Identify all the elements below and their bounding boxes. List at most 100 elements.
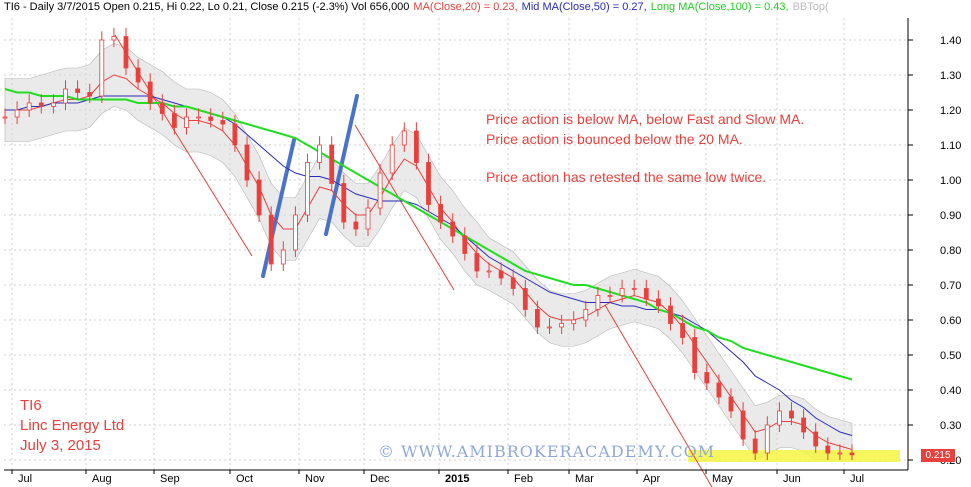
price-bar-body bbox=[813, 431, 819, 447]
stock-name: Linc Energy Ltd bbox=[20, 417, 125, 434]
bollinger-band bbox=[4, 43, 853, 461]
x-tick-label: Feb bbox=[514, 473, 533, 485]
y-tick-label: 0.80 bbox=[940, 245, 961, 257]
price-bar-body bbox=[38, 102, 44, 107]
y-tick-label: 1.20 bbox=[940, 105, 961, 117]
bbtop-legend: BBTop( bbox=[792, 1, 829, 13]
price-bar-body bbox=[474, 253, 480, 272]
price-bar-body bbox=[63, 88, 68, 104]
price-bar-body bbox=[704, 372, 710, 384]
price-bar-body bbox=[668, 305, 673, 324]
x-tick-label: Oct bbox=[236, 473, 253, 485]
stock-code: TI6 bbox=[20, 397, 42, 414]
price-bar-body bbox=[777, 410, 782, 426]
price-bar-body bbox=[716, 382, 722, 398]
price-bar-body bbox=[232, 123, 238, 146]
price-bar-body bbox=[220, 120, 226, 125]
price-bar-body bbox=[196, 116, 202, 119]
price-bar-body bbox=[764, 424, 770, 454]
price-bar-body bbox=[619, 288, 625, 296]
price-bar-body bbox=[607, 295, 613, 297]
price-bar-body bbox=[571, 319, 577, 324]
ma100-legend: Long MA(Close,100) = 0.43, bbox=[650, 1, 789, 13]
price-bar-body bbox=[486, 270, 492, 273]
x-tick-label: Jul bbox=[18, 473, 32, 485]
price-bar-body bbox=[329, 144, 335, 184]
price-bar-body bbox=[208, 116, 214, 121]
price-bar-body bbox=[522, 288, 528, 310]
uptrend-line-1 bbox=[261, 138, 296, 278]
price-bar-body bbox=[159, 102, 165, 114]
y-tick-label: 1.40 bbox=[940, 35, 961, 47]
price-bar-body bbox=[535, 309, 540, 328]
price-bar-body bbox=[789, 410, 794, 419]
price-bar-body bbox=[498, 270, 504, 279]
x-tick-label: Apr bbox=[643, 473, 660, 485]
band-area bbox=[4, 43, 853, 461]
x-tick-label: Jun bbox=[783, 473, 801, 485]
price-bar-body bbox=[26, 102, 32, 111]
x-axis: Jul Aug Sep Oct Nov Dec 2015 Feb Mar Apr May Jun Jul bbox=[4, 469, 908, 485]
price-bar-body bbox=[450, 221, 456, 237]
y-tick-label: 1.00 bbox=[940, 175, 961, 187]
price-bar-body bbox=[728, 396, 734, 412]
price-bar-body bbox=[401, 130, 407, 146]
ma50-legend: Mid MA(Close,50) = 0.27, bbox=[521, 1, 647, 13]
x-tick-label: Jul bbox=[850, 473, 864, 485]
price-bar-body bbox=[123, 36, 129, 69]
price-bar-body bbox=[14, 109, 20, 118]
price-bar-body bbox=[75, 88, 80, 93]
x-tick-label: 2015 bbox=[445, 473, 469, 485]
x-tick-label: Nov bbox=[305, 473, 325, 485]
price-bar-body bbox=[825, 445, 831, 454]
annotation-line-1: Price action is below MA, below Fast and… bbox=[486, 111, 805, 127]
price-bar-body bbox=[801, 417, 806, 433]
downtrend-line-3 bbox=[604, 304, 713, 487]
ticker-info: TI6 - Daily 3/7/2015 Open 0.215, Hi 0.22… bbox=[4, 1, 410, 13]
price-bar-body bbox=[631, 288, 637, 290]
price-bar-body bbox=[462, 235, 468, 254]
x-tick-label: Mar bbox=[575, 473, 594, 485]
price-bar-body bbox=[643, 288, 649, 300]
price-bar-body bbox=[147, 81, 153, 104]
x-tick-label: May bbox=[712, 473, 733, 485]
price-bar-body bbox=[184, 116, 189, 128]
price-bar-body bbox=[2, 116, 8, 119]
y-tick-label: 0.40 bbox=[940, 385, 961, 397]
price-bar-body bbox=[99, 39, 105, 97]
downtrend-line-2 bbox=[354, 124, 455, 291]
ma100-line bbox=[4, 88, 853, 381]
price-bar-body bbox=[752, 438, 758, 454]
stock-date: July 3, 2015 bbox=[20, 437, 101, 454]
price-bar-body bbox=[353, 221, 359, 230]
y-tick-label: 0.50 bbox=[940, 350, 961, 362]
price-bar-body bbox=[292, 214, 298, 251]
price-bar-body bbox=[656, 298, 661, 307]
price-bar-body bbox=[510, 277, 516, 289]
price-bars bbox=[2, 27, 855, 460]
price-bar-body bbox=[559, 323, 564, 328]
x-tick-label: Aug bbox=[92, 473, 112, 485]
price-bar-body bbox=[111, 36, 117, 41]
y-tick-label: 0.60 bbox=[940, 315, 961, 327]
watermark: © WWW.AMIBROKERACADEMY.COM bbox=[378, 442, 716, 461]
y-tick-label: 1.30 bbox=[940, 70, 961, 82]
support-highlight bbox=[688, 450, 900, 462]
price-bar-body bbox=[365, 207, 371, 230]
price-bar-body bbox=[680, 323, 685, 338]
price-bar-body bbox=[849, 452, 855, 456]
price-bar-body bbox=[317, 144, 323, 163]
price-bar-body bbox=[305, 162, 310, 216]
price-bar-body bbox=[256, 179, 262, 216]
price-bar-body bbox=[87, 92, 93, 97]
price-bar-body bbox=[280, 249, 286, 265]
price-bar-body bbox=[377, 172, 383, 209]
price-bar-body bbox=[268, 214, 274, 265]
price-bar-body bbox=[413, 130, 419, 163]
price-bar-body bbox=[547, 326, 552, 329]
annotation-line-3: Price action has retested the same low t… bbox=[486, 169, 767, 185]
price-bar-body bbox=[51, 102, 56, 107]
y-axis: 1.40 1.30 1.20 1.10 1.00 0.90 0.80 0.70 0.60 0.50… bbox=[907, 18, 961, 470]
price-bar-body bbox=[583, 309, 589, 321]
